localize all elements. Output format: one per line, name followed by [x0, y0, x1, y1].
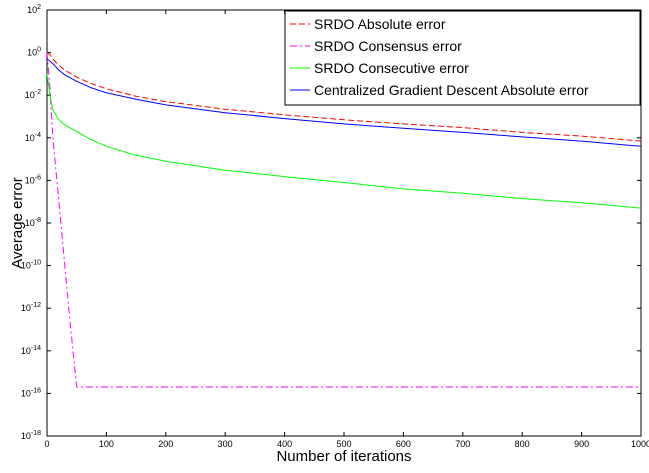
legend-label: SRDO Absolute error	[314, 16, 446, 32]
legend: SRDO Absolute error SRDO Consensus error S…	[284, 10, 641, 106]
x-tick-label: 900	[574, 439, 589, 449]
x-tick-label: 100	[99, 439, 114, 449]
x-tick-label: 300	[218, 439, 233, 449]
series-line-4	[46, 58, 642, 147]
y-axis-title: Average error	[9, 177, 26, 268]
series-line-3	[46, 73, 642, 209]
legend-label: SRDO Consecutive error	[314, 60, 469, 76]
x-tick-label: 800	[515, 439, 530, 449]
x-tick-label: 600	[396, 439, 411, 449]
y-tick-label: 10-4	[25, 132, 41, 143]
x-tick-label: 500	[336, 439, 351, 449]
series-line-2	[46, 52, 641, 388]
legend-label: Centralized Gradient Descent Absolute er…	[314, 82, 589, 98]
legend-box	[284, 10, 641, 106]
y-tick-label: 10-2	[25, 89, 41, 100]
y-tick-label: 10-12	[21, 302, 41, 313]
x-axis-title: Number of iterations	[276, 448, 411, 465]
x-tick-label: 1000	[631, 439, 649, 449]
y-tick-label: 10-8	[25, 217, 41, 228]
y-tick-label: 10-14	[21, 345, 41, 356]
x-tick-label: 700	[455, 439, 470, 449]
axis-ticks: 0 100 200 300 400 500 600 700 800 900 1000 102 100 10…	[21, 4, 649, 449]
y-tick-label: 10-16	[21, 387, 41, 398]
y-tick-label: 10-10	[21, 260, 41, 271]
y-tick-label: 10-6	[25, 174, 41, 185]
y-tick-label: 100	[27, 47, 41, 58]
y-tick-label: 102	[27, 4, 41, 15]
x-tick-label: 400	[277, 439, 292, 449]
legend-label: SRDO Consensus error	[314, 38, 462, 54]
x-tick-label: 200	[158, 439, 173, 449]
series-layer	[46, 52, 642, 388]
y-tick-label: 10-18	[21, 430, 41, 441]
x-tick-label: 0	[44, 439, 49, 449]
